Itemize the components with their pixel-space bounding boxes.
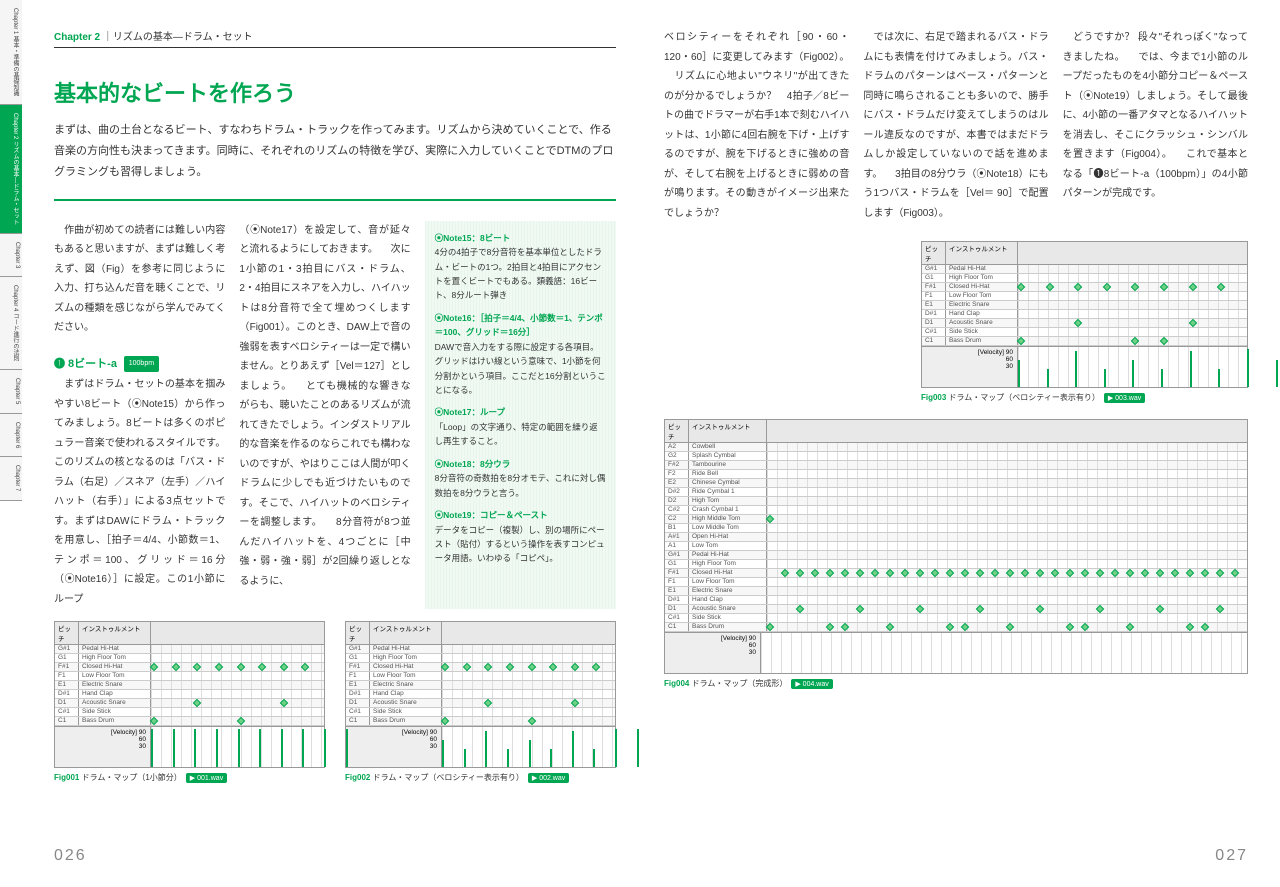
right-col-2: では次に、右足で踏まれるバス・ドラムにも表情を付けてみましょう。バス・ドラムのパ…: [863, 28, 1048, 223]
right-page: ベロシティーをそれぞれ［90・60・120・60］に変更してみます（Fig002…: [640, 0, 1280, 887]
fig002-drummap: ピッチインストゥルメントG#1Pedal Hi-HatG1High Floor …: [345, 621, 616, 768]
running-header: Chapter 2 ｜リズムの基本―ドラム・セット: [54, 28, 616, 48]
tab-ch5[interactable]: Chapter 5: [0, 370, 22, 413]
chapter-number: Chapter 2: [54, 32, 100, 43]
tab-ch4[interactable]: Chapter 4 コード進行の法則: [0, 277, 22, 370]
chapter-tabs: Chapter 1 基本・準備の基礎知識 Chapter 2 リズムの基本―ドラ…: [0, 0, 22, 887]
bpm-badge: 100bpm: [124, 356, 159, 372]
tab-ch1[interactable]: Chapter 1 基本・準備の基礎知識: [0, 0, 22, 105]
tab-ch2[interactable]: Chapter 2 リズムの基本―ドラム・セット: [0, 105, 22, 234]
tab-ch3[interactable]: Chapter 3: [0, 234, 22, 277]
fig002-block: ピッチインストゥルメントG#1Pedal Hi-HatG1High Floor …: [345, 621, 616, 783]
body-columns: 作曲が初めての読者には難しい内容もあると思いますが、まずは難しく考えず、図（Fi…: [54, 221, 616, 609]
fig001-block: ピッチインストゥルメントG#1Pedal Hi-HatG1High Floor …: [54, 621, 325, 783]
tab-ch6[interactable]: Chapter 6: [0, 414, 22, 457]
lead-paragraph: まずは、曲の土台となるビート、すなわちドラム・トラックを作ってみます。リズムから…: [54, 120, 616, 201]
section-title: 基本的なビートを作ろう: [54, 76, 616, 108]
page-number-right: 027: [1215, 847, 1248, 865]
notes-sidebar: ⦿Note15：8ビート4分の4拍子で8分音符を基本単位としたドラム・ビートの1…: [425, 221, 616, 609]
right-columns: ベロシティーをそれぞれ［90・60・120・60］に変更してみます（Fig002…: [664, 28, 1248, 223]
column-1: 作曲が初めての読者には難しい内容もあると思いますが、まずは難しく考えず、図（Fi…: [54, 221, 225, 609]
fig003-block: ピッチインストゥルメントG#1Pedal Hi-HatG1High Floor …: [921, 241, 1248, 403]
wav-icon: ▶ 004.wav: [791, 679, 832, 689]
chapter-title: ｜リズムの基本―ドラム・セット: [103, 32, 253, 43]
figure-row-left: ピッチインストゥルメントG#1Pedal Hi-HatG1High Floor …: [54, 621, 616, 783]
intro-text: 作曲が初めての読者には難しい内容もあると思いますが、まずは難しく考えず、図（Fi…: [54, 221, 225, 338]
col1-body: まずはドラム・セットの基本を掴みやすい8ビート（⦿Note15）から作ってみまし…: [54, 375, 225, 609]
tab-ch7[interactable]: Chapter 7: [0, 457, 22, 500]
wav-icon: ▶ 002.wav: [528, 773, 569, 783]
subheading-8beat: ❶ 8ビート-a: [54, 354, 117, 375]
fig004-block: ピッチインストゥルメントA2CowbellG2Splash CymbalF#2T…: [664, 419, 1248, 689]
fig003-drummap: ピッチインストゥルメントG#1Pedal Hi-HatG1High Floor …: [921, 241, 1248, 388]
fig001-drummap: ピッチインストゥルメントG#1Pedal Hi-HatG1High Floor …: [54, 621, 325, 768]
wav-icon: ▶ 003.wav: [1104, 393, 1145, 403]
column-2: （⦿Note17）を設定して、音が延々と流れるようにしておきます。 次に1小節の…: [239, 221, 410, 609]
left-page: Chapter 2 ｜リズムの基本―ドラム・セット 基本的なビートを作ろう まず…: [22, 0, 640, 887]
right-col-3: どうですか？ 段々"それっぽく"なってきましたね。 では、今まで1小節のループだ…: [1063, 28, 1248, 223]
wav-icon: ▶ 001.wav: [186, 773, 227, 783]
page-number-left: 026: [54, 847, 87, 865]
fig004-drummap: ピッチインストゥルメントA2CowbellG2Splash CymbalF#2T…: [664, 419, 1248, 674]
col2-body: （⦿Note17）を設定して、音が延々と流れるようにしておきます。 次に1小節の…: [239, 221, 410, 592]
right-col-1: ベロシティーをそれぞれ［90・60・120・60］に変更してみます（Fig002…: [664, 28, 849, 223]
